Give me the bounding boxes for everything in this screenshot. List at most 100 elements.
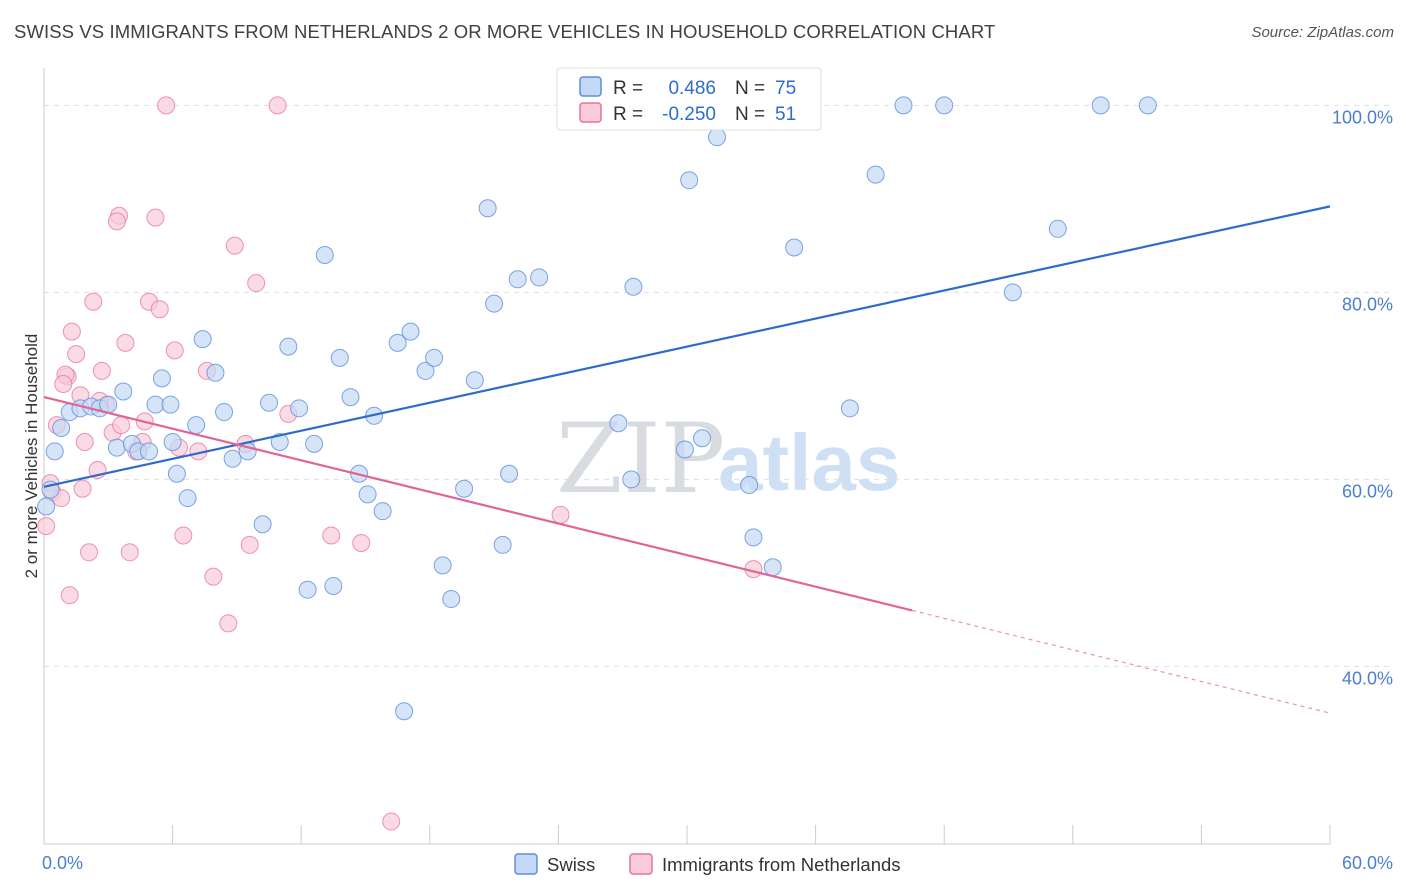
point-swiss [708,128,727,147]
point-swiss [624,277,643,296]
point-swiss [675,440,694,459]
y-axis-label: 2 or more Vehicles in Household [22,334,41,579]
point-netherlands [116,333,135,352]
point-netherlands [219,614,238,633]
point-swiss [433,556,452,575]
point-netherlands [54,375,73,394]
source-credit: Source: ZipAtlas.com [1251,24,1394,41]
point-swiss [500,464,519,483]
point-netherlands [84,292,103,311]
legend-r-value-swiss: 0.486 [668,78,716,99]
legend-swatch-netherlands [579,102,602,123]
point-swiss [744,528,763,547]
point-swiss [442,590,461,609]
bottom-legend-swiss: Swiss [547,854,595,875]
point-swiss [894,96,913,115]
legend-swatch-swiss [579,76,602,97]
point-netherlands [382,812,401,831]
point-swiss [163,432,182,451]
point-swiss [373,502,392,521]
point-netherlands [174,526,193,545]
point-swiss [223,449,242,468]
point-netherlands [225,236,244,255]
point-swiss [840,399,859,418]
point-swiss [140,442,159,461]
point-swiss [45,442,64,461]
y-tick-label: 100.0% [1332,107,1393,127]
point-netherlands [67,345,86,364]
point-netherlands [322,526,341,545]
point-swiss [260,393,279,412]
point-netherlands [204,567,223,586]
x-tick-label: 60.0% [1342,853,1393,873]
point-swiss [37,497,56,516]
y-tick-label: 80.0% [1342,294,1393,314]
point-swiss [493,535,512,554]
trend-line-netherlands [43,396,913,612]
point-swiss [866,165,885,184]
point-netherlands [165,341,184,360]
series-swiss-points [37,96,1157,721]
point-swiss [167,464,186,483]
point-swiss [146,395,165,414]
point-swiss [206,363,225,382]
point-swiss [740,475,759,494]
point-netherlands [37,517,56,536]
point-netherlands [75,432,94,451]
x-tick-label: 0.0% [42,853,83,873]
point-swiss [187,416,206,435]
point-swiss [485,294,504,313]
point-netherlands [268,96,287,115]
point-netherlands [62,322,81,341]
point-netherlands [107,212,126,231]
point-swiss [341,388,360,407]
point-netherlands [157,96,176,115]
point-swiss [508,270,527,289]
point-swiss [455,479,474,498]
axes [43,68,1331,845]
point-swiss [1091,96,1110,115]
point-swiss [253,515,272,534]
trend-line-swiss [43,205,1331,488]
point-swiss [401,322,420,341]
point-swiss [935,96,954,115]
point-swiss [358,485,377,504]
point-swiss [270,432,289,451]
point-swiss [425,348,444,367]
x-tick-labels: 0.0% 60.0% [42,853,1393,873]
legend-n-label-swiss: N = [735,78,765,99]
series-legend: Swiss Immigrants from Netherlands [514,853,901,875]
y-tick-label: 40.0% [1342,668,1393,688]
point-swiss [330,348,349,367]
y-tick-label: 60.0% [1342,481,1393,501]
point-swiss [785,238,804,257]
point-swiss [609,414,628,433]
point-swiss [416,361,435,380]
point-netherlands [92,361,111,380]
point-swiss [1003,283,1022,302]
legend-n-value-swiss: 75 [775,78,796,99]
watermark-zip: ZIP [556,403,725,515]
bottom-legend-swatch-netherlands [629,853,653,875]
point-swiss [530,268,549,287]
point-swiss [290,399,309,418]
point-netherlands [112,416,131,435]
legend-r-value-netherlands: -0.250 [662,104,716,125]
point-swiss [622,470,641,489]
point-swiss [193,330,212,349]
point-netherlands [150,300,169,319]
point-swiss [763,558,782,577]
point-netherlands [120,543,139,562]
legend-r-label-swiss: R = [613,78,643,99]
watermark: ZIP atlas [556,403,900,515]
point-swiss [178,489,197,508]
chart-title: SWISS VS IMMIGRANTS FROM NETHERLANDS 2 O… [14,21,996,42]
point-swiss [478,199,497,218]
point-netherlands [551,505,570,524]
point-swiss [52,418,71,437]
point-netherlands [352,533,371,552]
point-swiss [465,371,484,390]
point-netherlands [247,274,266,293]
correlation-legend: R = 0.486 N = 75 R = -0.250 N = 51 [556,67,822,131]
